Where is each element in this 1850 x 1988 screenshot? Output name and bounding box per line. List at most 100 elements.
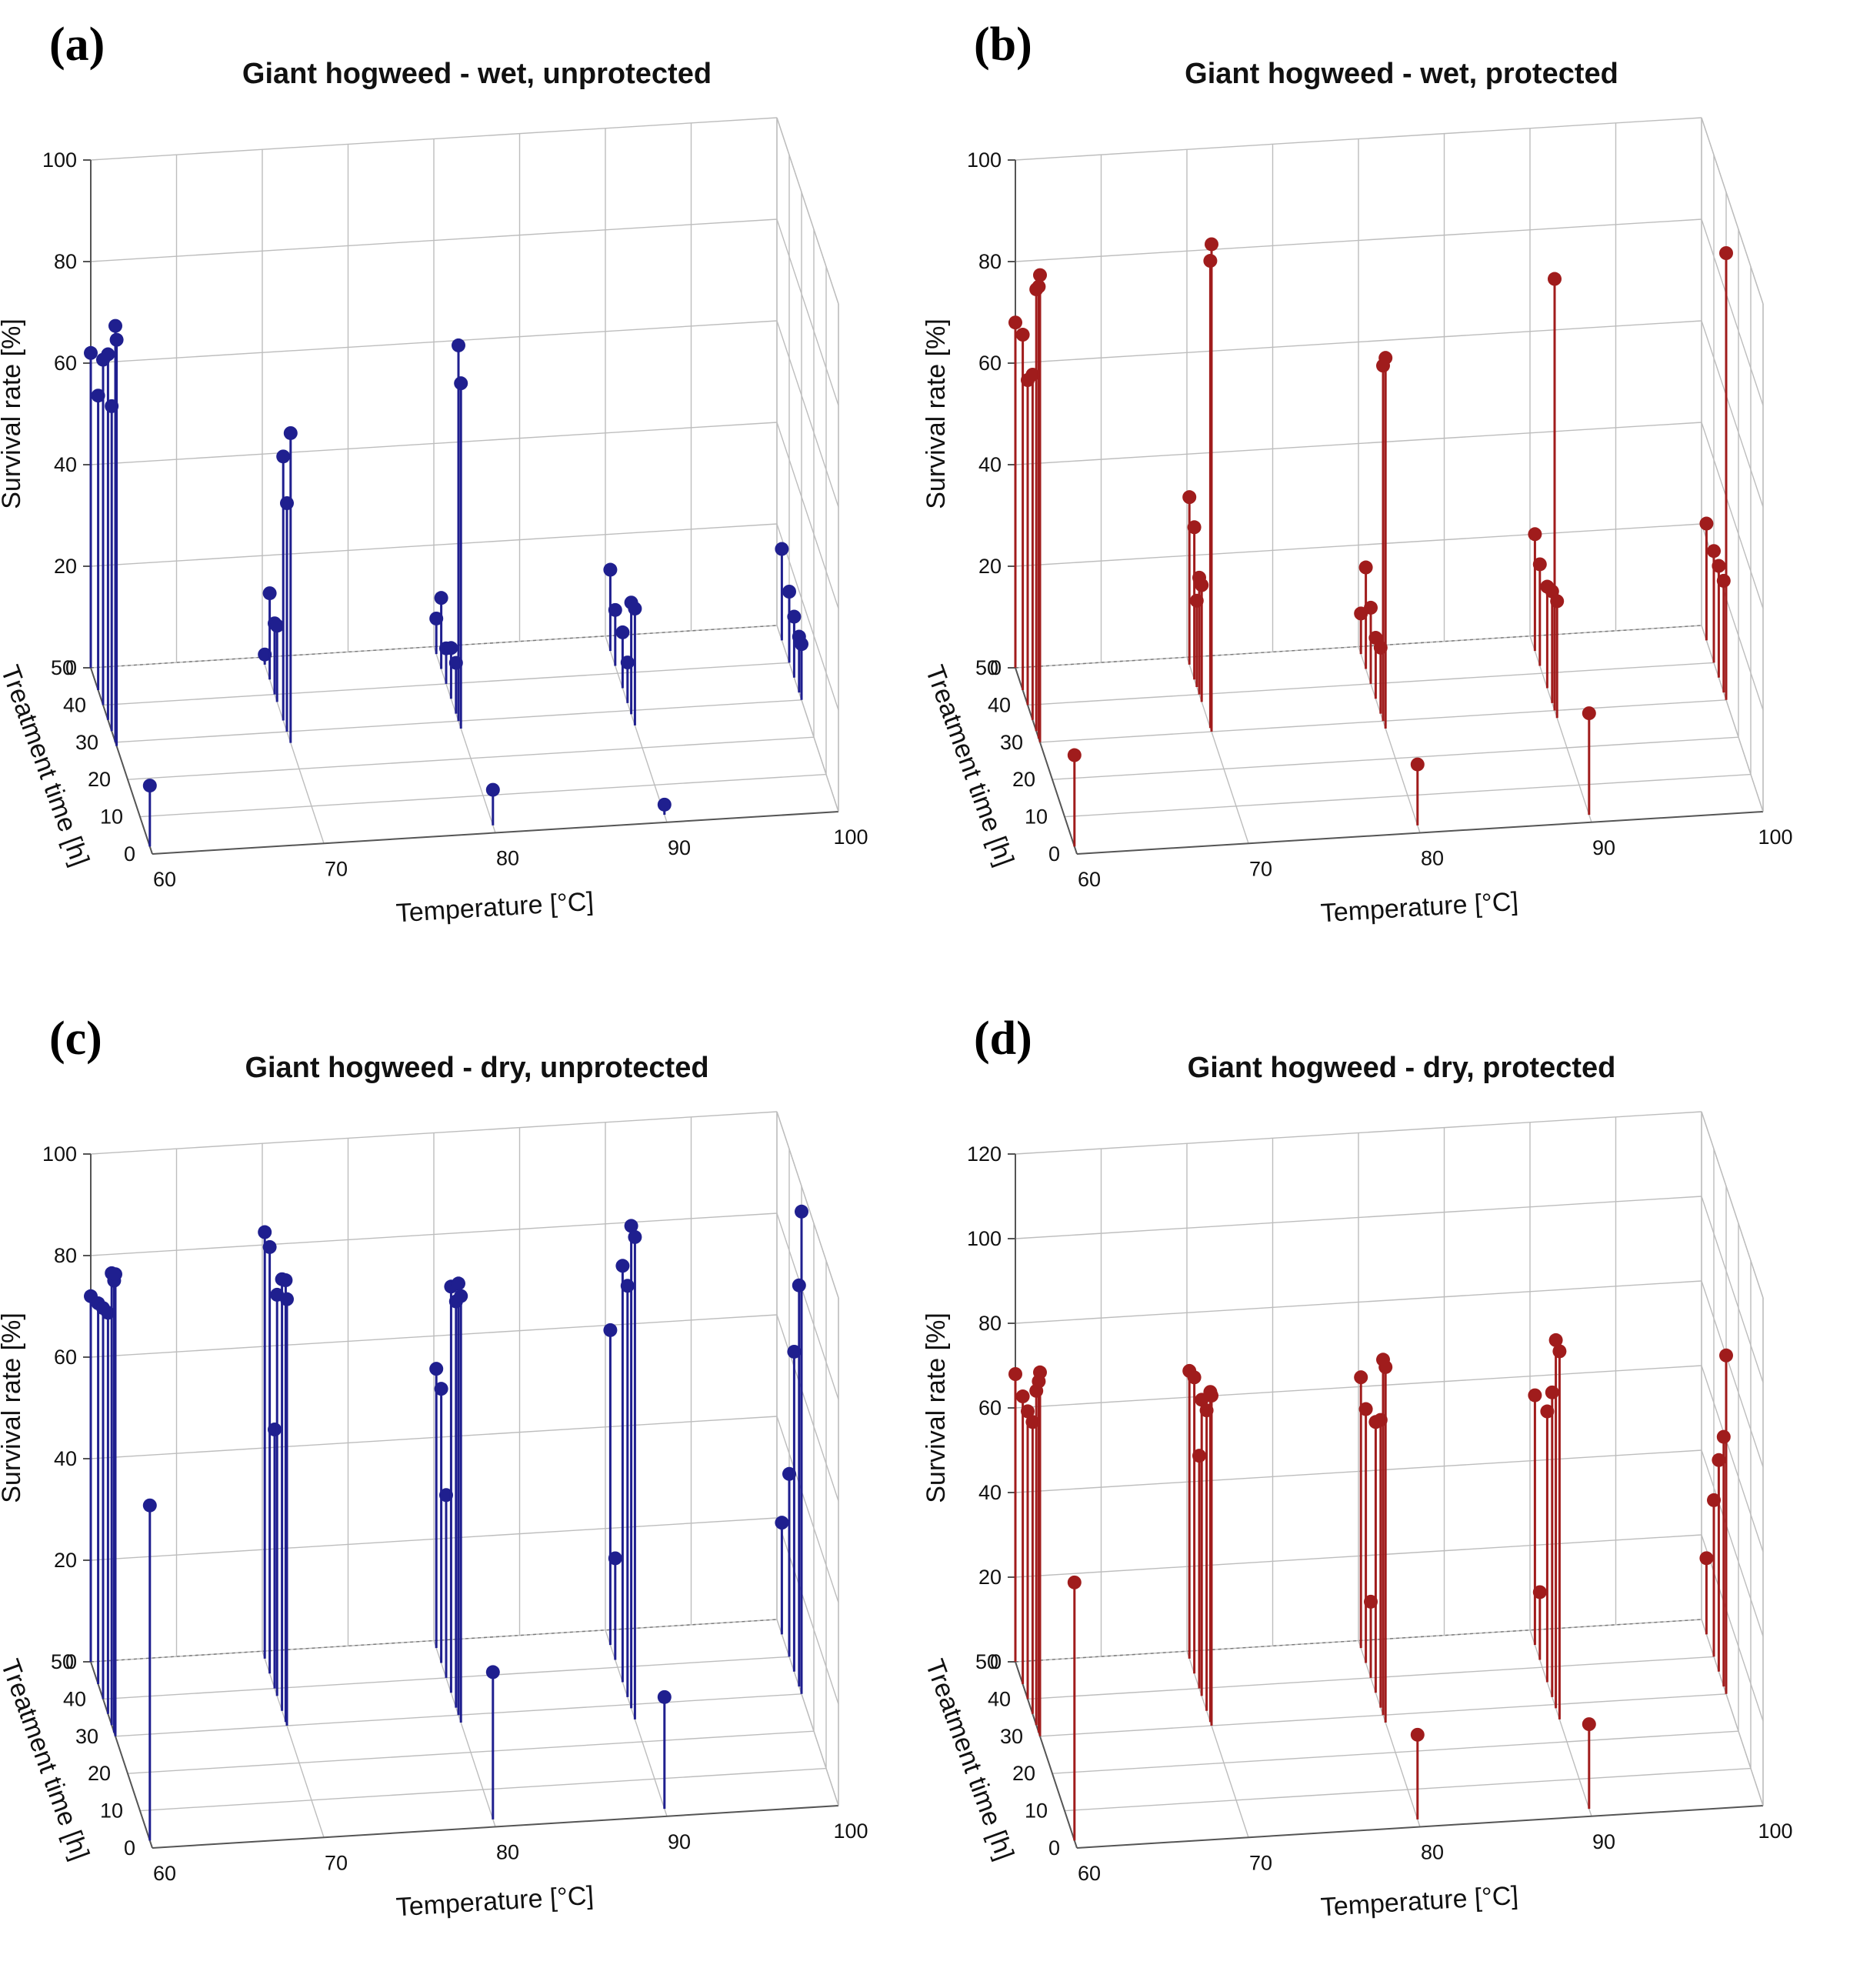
data-point bbox=[280, 1292, 294, 1306]
data-point bbox=[628, 1229, 642, 1244]
y-tick-label: 50 bbox=[51, 1650, 74, 1673]
x-tick-label: 90 bbox=[668, 1830, 691, 1853]
x-axis-title: Temperature [°C] bbox=[1320, 1881, 1519, 1923]
data-point bbox=[1033, 1365, 1047, 1379]
data-point bbox=[1192, 1449, 1206, 1463]
y-tick-label: 0 bbox=[1048, 1836, 1060, 1860]
data-point bbox=[782, 1466, 796, 1481]
y-tick-label: 20 bbox=[88, 1762, 111, 1785]
x-tick-label: 70 bbox=[325, 857, 348, 880]
data-point bbox=[624, 1219, 638, 1233]
z-tick-label: 100 bbox=[42, 148, 77, 172]
x-tick-label: 100 bbox=[833, 826, 868, 849]
z-axis-title: Survival rate [%] bbox=[925, 1313, 951, 1503]
x-axis-line bbox=[152, 1805, 839, 1849]
side-wall-gridline bbox=[776, 523, 839, 711]
z-tick-label: 120 bbox=[967, 1142, 1002, 1166]
data-point bbox=[782, 585, 796, 599]
x-tick-label: 100 bbox=[1758, 1820, 1792, 1843]
data-point bbox=[1532, 1585, 1547, 1599]
z-tick-label: 20 bbox=[978, 1566, 1002, 1589]
y-tick-label: 50 bbox=[975, 1650, 998, 1673]
y-tick-label: 30 bbox=[1000, 731, 1023, 754]
floor-gridline bbox=[1015, 1619, 1702, 1663]
data-point bbox=[1205, 1389, 1218, 1403]
data-point bbox=[439, 1488, 453, 1503]
data-point bbox=[1021, 1404, 1035, 1419]
data-point bbox=[787, 609, 802, 624]
x-tick-label: 60 bbox=[1078, 868, 1101, 891]
data-point bbox=[268, 1423, 282, 1437]
side-wall-gridline bbox=[1701, 1280, 1764, 1468]
data-point bbox=[1015, 1389, 1030, 1404]
side-wall-gridline bbox=[776, 1416, 839, 1603]
side-wall-gridline bbox=[1701, 1449, 1764, 1637]
panel-letter: (b) bbox=[974, 18, 1032, 71]
floor-gridline bbox=[90, 1619, 778, 1663]
x-tick-label: 60 bbox=[1078, 1862, 1101, 1885]
x-tick-label: 70 bbox=[1249, 857, 1272, 880]
data-point bbox=[603, 562, 618, 577]
data-point bbox=[434, 1382, 448, 1396]
data-point bbox=[1699, 516, 1714, 531]
data-point bbox=[1378, 351, 1393, 365]
z-tick-label: 100 bbox=[42, 1142, 77, 1166]
data-point bbox=[1712, 559, 1726, 573]
z-tick-label: 0 bbox=[990, 656, 1002, 679]
z-tick-label: 40 bbox=[54, 453, 77, 476]
data-point bbox=[1545, 1385, 1559, 1399]
data-point bbox=[615, 1259, 630, 1273]
side-wall-gridline bbox=[1701, 422, 1764, 609]
floor-gridline bbox=[1015, 625, 1702, 669]
x-tick-label: 60 bbox=[153, 868, 176, 891]
y-tick-label: 20 bbox=[88, 768, 111, 791]
y-tick-label: 10 bbox=[100, 1800, 123, 1823]
x-tick-label: 90 bbox=[1592, 1830, 1615, 1853]
data-point bbox=[270, 619, 285, 633]
data-point bbox=[1719, 1348, 1733, 1363]
floor-gridline bbox=[776, 625, 839, 812]
y-tick-label: 50 bbox=[975, 656, 998, 679]
data-point bbox=[775, 542, 789, 556]
data-point bbox=[1532, 557, 1547, 572]
z-tick-label: 80 bbox=[54, 1244, 77, 1267]
data-point bbox=[1203, 254, 1218, 269]
data-point bbox=[101, 347, 115, 362]
z-tick-label: 80 bbox=[978, 250, 1002, 273]
y-tick-label: 0 bbox=[124, 1836, 135, 1860]
data-point bbox=[1354, 1370, 1368, 1385]
data-point bbox=[1716, 1429, 1731, 1444]
data-point bbox=[657, 1689, 672, 1704]
data-point bbox=[1067, 1575, 1082, 1589]
floor-gridline bbox=[1358, 646, 1421, 833]
data-point bbox=[787, 1344, 802, 1359]
x-axis-title: Temperature [°C] bbox=[1320, 887, 1519, 929]
floor-gridline bbox=[1701, 1619, 1764, 1806]
data-point bbox=[108, 319, 122, 333]
chart-panel-b: 0 20 40 60 80 100 60 70 80 90 100 0 10 20 30 40 50 Surviv… bbox=[925, 0, 1849, 994]
data-point bbox=[1364, 600, 1378, 615]
data-point bbox=[1550, 594, 1565, 609]
side-wall-edge bbox=[776, 117, 839, 305]
side-wall-gridline bbox=[776, 422, 839, 609]
data-point bbox=[1528, 527, 1542, 542]
data-point bbox=[1205, 237, 1218, 252]
z-tick-label: 20 bbox=[54, 1549, 77, 1572]
y-tick-label: 50 bbox=[51, 656, 74, 679]
z-tick-label: 60 bbox=[54, 1346, 77, 1369]
data-point bbox=[452, 338, 465, 352]
x-axis-line bbox=[1076, 1805, 1764, 1849]
z-tick-label: 100 bbox=[967, 148, 1002, 172]
panel-letter: (c) bbox=[49, 1012, 102, 1065]
data-point bbox=[1707, 544, 1721, 559]
z-tick-label: 80 bbox=[978, 1312, 1002, 1335]
panel-letter: (a) bbox=[49, 18, 105, 71]
floor-gridline bbox=[262, 657, 325, 844]
data-point bbox=[1716, 573, 1731, 588]
chart-title: Giant hogweed - wet, protected bbox=[1185, 58, 1618, 90]
floor-gridline bbox=[605, 635, 668, 822]
data-point bbox=[444, 641, 458, 655]
chart-panel-c: 0 20 40 60 80 100 60 70 80 90 100 0 10 20 30 40 50 Surviv… bbox=[0, 994, 925, 1988]
